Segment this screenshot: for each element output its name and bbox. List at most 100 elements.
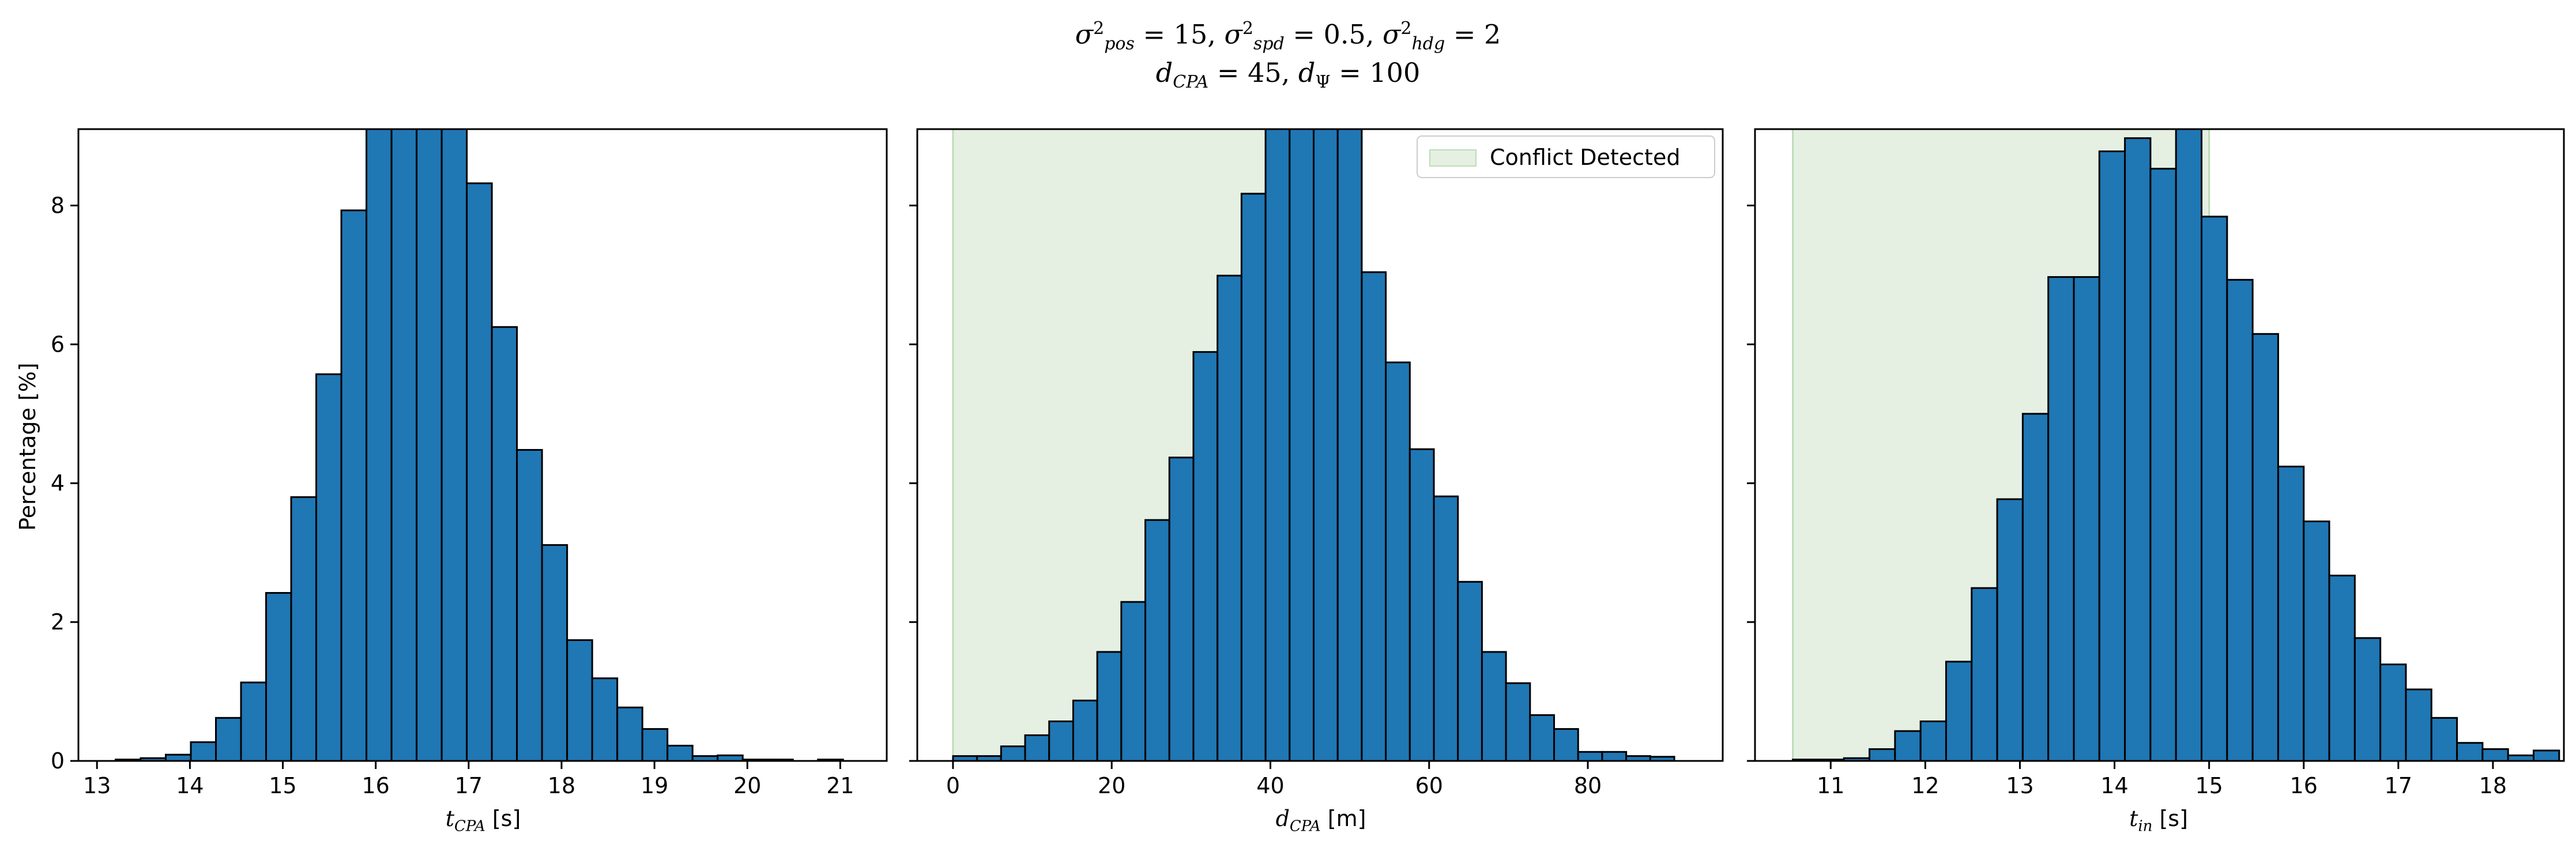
axes-frame bbox=[1754, 128, 2565, 762]
x-tick-label: 14 bbox=[2100, 773, 2128, 798]
histogram-bar bbox=[1192, 351, 1219, 761]
histogram-bar bbox=[240, 681, 268, 761]
histogram-bar bbox=[265, 592, 292, 761]
histogram-bar bbox=[466, 182, 493, 761]
histogram-bar bbox=[1919, 720, 1947, 761]
histogram-bar bbox=[591, 677, 619, 761]
histogram-bar bbox=[516, 448, 543, 761]
figure-title-line-1: σ2pos = 15, σ2spd = 0.5, σ2hdg = 2 bbox=[1075, 18, 1501, 54]
x-tick-label: 17 bbox=[2385, 773, 2412, 798]
histogram-bar bbox=[2430, 717, 2458, 761]
histogram-bar bbox=[1024, 734, 1050, 761]
histogram-bar bbox=[366, 129, 393, 761]
histogram-bar bbox=[1408, 448, 1435, 761]
x-tick-label: 11 bbox=[1817, 773, 1844, 798]
axes-frame bbox=[916, 128, 1724, 762]
histogram-bar bbox=[1120, 601, 1147, 761]
histogram-bar bbox=[1869, 748, 1896, 761]
y-tick-label: 8 bbox=[51, 193, 65, 218]
histogram-bar bbox=[1971, 587, 1998, 761]
x-tick-label: 15 bbox=[2195, 773, 2223, 798]
histogram-bar bbox=[2405, 688, 2432, 761]
histogram-bar bbox=[2226, 278, 2254, 761]
histogram-bar bbox=[1361, 271, 1387, 761]
histogram-bar bbox=[2277, 465, 2305, 761]
x-tick-label: 40 bbox=[1256, 773, 1284, 798]
histogram-bar bbox=[2201, 216, 2228, 761]
histogram-bar bbox=[1217, 274, 1242, 761]
x-axis-label-2: dCPA [m] bbox=[1275, 806, 1366, 835]
plot-area bbox=[952, 129, 1675, 761]
x-tick-label: 17 bbox=[455, 773, 483, 798]
x-tick-label: 21 bbox=[826, 773, 854, 798]
histogram-bar bbox=[1289, 129, 1315, 761]
histogram-bar bbox=[1553, 728, 1579, 761]
histogram-bar bbox=[641, 728, 669, 761]
x-tick-label: 18 bbox=[2479, 773, 2507, 798]
x-tick-label: 80 bbox=[1574, 773, 1602, 798]
axes-frame bbox=[77, 128, 888, 762]
histogram-bar bbox=[2073, 276, 2100, 761]
histogram-bar bbox=[1312, 129, 1339, 761]
histogram-bar bbox=[2303, 520, 2330, 761]
x-tick-label: 0 bbox=[946, 773, 960, 798]
y-tick-label: 4 bbox=[51, 470, 65, 496]
histogram-bar bbox=[164, 753, 192, 761]
histogram-bar bbox=[2532, 749, 2560, 761]
histogram-panel-1: 13 14 15 16 17 18 19 20 21 0 2 4 6 8 bbox=[51, 128, 888, 798]
histogram-bar bbox=[315, 373, 342, 761]
histogram-bar bbox=[390, 129, 418, 761]
histogram-bar bbox=[1072, 699, 1098, 761]
histogram-bar bbox=[2098, 150, 2126, 761]
x-tick-label: 16 bbox=[361, 773, 389, 798]
histogram-bar bbox=[1649, 756, 1675, 761]
plot-area bbox=[1792, 129, 2560, 761]
histogram-panel-2: 0 20 40 60 80 Conflict Detected bbox=[909, 128, 1724, 798]
histogram-bar bbox=[1385, 361, 1411, 761]
legend-box bbox=[1417, 135, 1715, 178]
figure-title-line-2: dCPA = 45, dΨ = 100 bbox=[1155, 57, 1421, 93]
x-tick-label: 20 bbox=[1098, 773, 1125, 798]
histogram-bar bbox=[2251, 333, 2279, 761]
y-axis-label: Percentage [%] bbox=[15, 363, 40, 531]
x-axis-label-3: tin [s] bbox=[2129, 806, 2188, 835]
x-tick-label: 60 bbox=[1415, 773, 1443, 798]
histogram-bar bbox=[2124, 137, 2152, 761]
x-tick-label: 18 bbox=[548, 773, 575, 798]
histogram-bar bbox=[1457, 580, 1483, 761]
histogram-bar bbox=[566, 639, 593, 761]
histogram-bar bbox=[2047, 276, 2075, 761]
histogram-bar bbox=[1577, 751, 1603, 761]
legend-label: Conflict Detected bbox=[1490, 145, 1680, 170]
histogram-bar bbox=[541, 544, 568, 761]
histogram-bar bbox=[440, 129, 468, 761]
histogram-panel-3: 11 12 13 14 15 16 17 18 bbox=[1747, 128, 2565, 798]
histogram-bar bbox=[2379, 663, 2407, 761]
y-tick-label: 6 bbox=[51, 331, 65, 357]
histogram-bar bbox=[1945, 661, 1973, 761]
histogram-bar bbox=[616, 706, 643, 761]
histogram-bar bbox=[416, 129, 443, 761]
legend: Conflict Detected bbox=[1417, 135, 1715, 178]
x-tick-label: 20 bbox=[733, 773, 761, 798]
legend-swatch bbox=[1429, 149, 1477, 167]
histogram-bar bbox=[2149, 168, 2177, 761]
histogram-bar bbox=[2456, 742, 2484, 761]
histogram-bar bbox=[2353, 637, 2382, 761]
histogram-bar bbox=[1529, 714, 1556, 761]
histogram-bar bbox=[2328, 574, 2356, 761]
histogram-bar bbox=[1096, 651, 1123, 761]
histogram-bar bbox=[1894, 730, 1922, 761]
histogram-bar bbox=[1336, 129, 1363, 761]
x-tick-label: 13 bbox=[2006, 773, 2033, 798]
histogram-bar bbox=[1601, 751, 1628, 761]
histogram-bar bbox=[1144, 519, 1170, 761]
plot-area bbox=[114, 129, 844, 761]
histogram-bar bbox=[1168, 457, 1195, 761]
histogram-bar bbox=[1264, 129, 1291, 761]
histogram-bar bbox=[2481, 748, 2509, 761]
x-tick-label: 14 bbox=[176, 773, 204, 798]
histogram-bar bbox=[215, 717, 242, 761]
x-tick-label: 12 bbox=[1911, 773, 1939, 798]
